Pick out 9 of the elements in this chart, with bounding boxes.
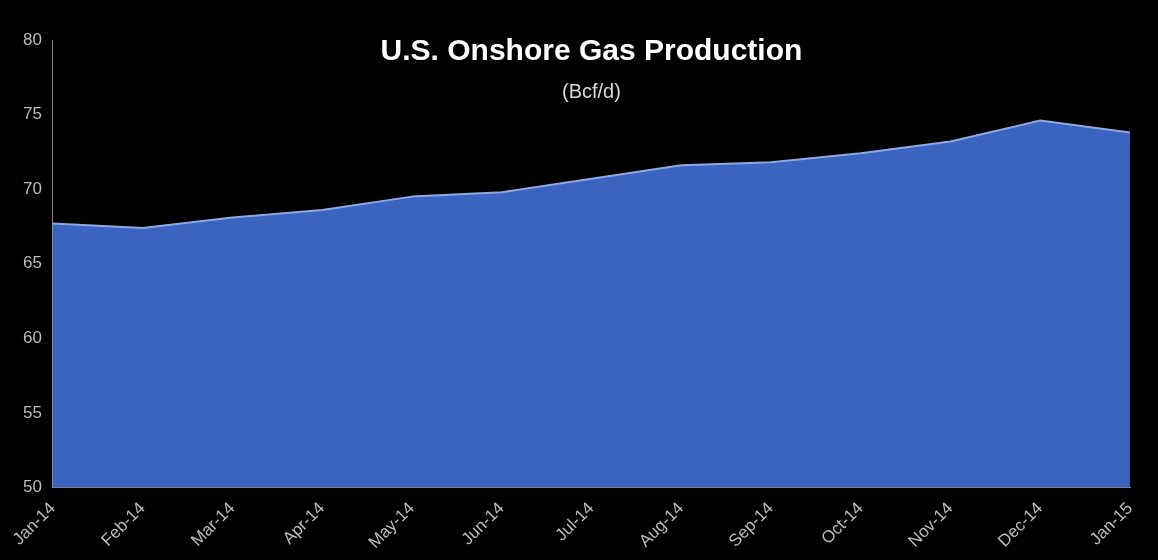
y-tick-label: 50 <box>22 477 42 497</box>
text: (Bcf/d) <box>562 79 621 102</box>
y-tick-label: 55 <box>22 402 42 422</box>
chart-title: U.S. Onshore Gas Production <box>380 33 803 67</box>
y-tick-label: 70 <box>22 178 42 198</box>
y-tick-label: 65 <box>22 253 42 273</box>
y-tick-label: 60 <box>22 328 42 348</box>
y-tick-label: 75 <box>22 104 42 124</box>
y-tick-label: 80 <box>22 29 42 49</box>
